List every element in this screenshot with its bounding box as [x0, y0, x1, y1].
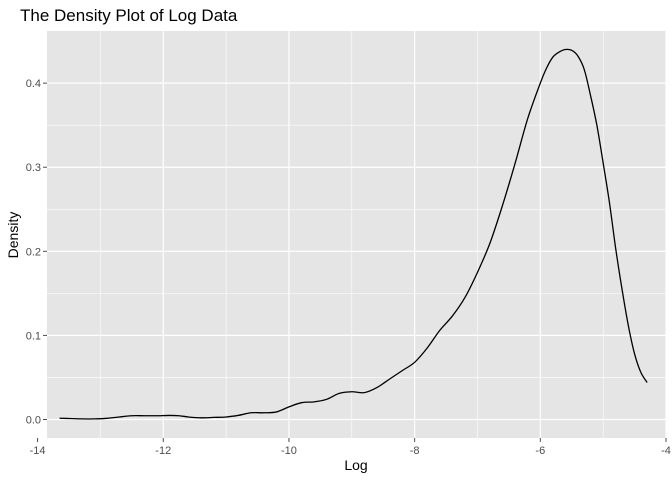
plot-panel [47, 31, 666, 438]
x-axis-title: Log [344, 457, 367, 473]
x-axis-ticks: -14 -12 -10 -8 -6 -4 [30, 438, 671, 457]
major-grid [36, 31, 667, 438]
y-tick-label: 0.2 [26, 246, 41, 258]
x-tick-label: -8 [410, 445, 420, 457]
y-axis-ticks: 0.0 0.1 0.2 0.3 0.4 [26, 78, 47, 427]
y-tick-label: 0.4 [26, 78, 41, 90]
x-tick-label: -12 [155, 445, 171, 457]
x-tick-label: -14 [30, 445, 46, 457]
x-tick-label: -6 [535, 445, 545, 457]
x-tick-label: -10 [281, 445, 297, 457]
y-tick-label: 0.0 [26, 415, 41, 427]
y-axis-title: Density [5, 212, 21, 259]
chart-title: The Density Plot of Log Data [20, 6, 238, 25]
y-tick-label: 0.3 [26, 162, 41, 174]
minor-grid [47, 31, 666, 438]
density-curve [59, 48, 648, 420]
y-tick-label: 0.1 [26, 330, 41, 342]
x-tick-label: -4 [661, 445, 671, 457]
